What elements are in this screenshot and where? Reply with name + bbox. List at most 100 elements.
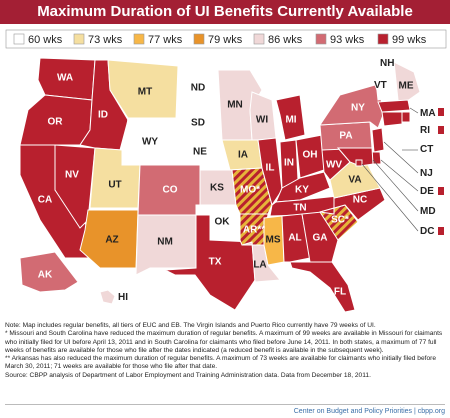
state-ak [19, 251, 79, 293]
state-label-mo: MO* [240, 185, 260, 196]
state-label-ar: AR** [243, 225, 265, 236]
state-label-mn: MN [227, 100, 243, 111]
state-label-ia: IA [238, 150, 248, 161]
note-main: Note: Map includes regular benefits, all… [5, 322, 376, 329]
legend-item-73: 73 wks [73, 33, 123, 46]
state-label-tx: TX [209, 257, 222, 268]
legend-item-86: 86 wks [253, 33, 303, 46]
legend-label: 77 wks [148, 34, 183, 46]
state-label-ne: NE [193, 147, 207, 158]
state-label-ms: MS [266, 235, 281, 246]
state-ms [263, 215, 285, 266]
legend-swatch [193, 33, 205, 45]
us-ui-map: 60 wks 73 wks 77 wks 79 wks 86 wks 93 wk… [5, 29, 447, 313]
outside-label-de: DE [420, 186, 434, 197]
state-shapes [19, 57, 421, 313]
outside-label-hi: HI [118, 292, 128, 303]
state-label-pa: PA [339, 131, 352, 142]
outside-label-dc: DC [420, 226, 434, 237]
state-nv [54, 144, 96, 229]
state-dc [355, 159, 363, 167]
note-arkansas: ** Arkansas has also reduced the maximum… [5, 355, 437, 371]
outside-label-md: MD [420, 206, 436, 217]
state-me [393, 61, 421, 107]
state-label-ut: UT [108, 180, 121, 191]
footer-credit: Center on Budget and Policy Priorities |… [293, 408, 445, 415]
state-label-la: LA [253, 260, 266, 271]
state-md [336, 147, 374, 167]
state-labels: WA OR CA NV ID MT WY UT AZ CO NM ND SD N… [38, 73, 414, 298]
outside-label-vt: VT [374, 80, 387, 91]
swatch-ma [438, 108, 444, 116]
state-label-or: OR [48, 117, 64, 128]
outside-label-nh: NH [380, 58, 394, 69]
legend-item-60: 60 wks [13, 33, 63, 46]
state-label-ok: OK [215, 217, 231, 228]
state-ri [401, 111, 411, 123]
state-label-me: ME [399, 81, 414, 92]
outside-labels: NH VT MA RI CT NJ DE MD DC HI [118, 58, 444, 303]
state-label-ny: NY [351, 103, 365, 114]
legend-label: 79 wks [208, 34, 243, 46]
swatch-dc [438, 227, 444, 235]
state-nm [135, 214, 197, 276]
state-label-in: IN [284, 158, 294, 169]
legend-swatch [133, 33, 145, 45]
state-label-nc: NC [353, 195, 367, 206]
state-label-oh: OH [303, 150, 318, 161]
note-source: Source: CBPP analysis of Department of L… [5, 371, 371, 379]
state-label-sd: SD [191, 118, 205, 129]
notes: Note: Map includes regular benefits, all… [5, 322, 445, 380]
legend-item-79: 79 wks [193, 33, 243, 46]
legend-label: 73 wks [88, 34, 123, 46]
legend-label: 99 wks [392, 34, 427, 46]
legend-label: 60 wks [28, 34, 63, 46]
state-label-ak: AK [38, 270, 53, 281]
state-label-ks: KS [210, 183, 224, 194]
state-label-tn: TN [293, 203, 306, 214]
state-label-sc: SC* [331, 215, 349, 226]
footer-divider [5, 404, 445, 405]
state-mi [275, 94, 306, 141]
state-label-id: ID [98, 110, 108, 121]
state-label-wv: WV [326, 160, 342, 171]
state-al [281, 213, 311, 263]
state-ny [319, 84, 386, 129]
state-label-wy: WY [142, 137, 158, 148]
note-missouri-sc: * Missouri and South Carolina have reduc… [5, 330, 443, 354]
state-tx [163, 214, 256, 311]
state-label-ca: CA [38, 195, 52, 206]
legend-label: 86 wks [268, 34, 303, 46]
state-label-al: AL [288, 233, 301, 244]
state-il [257, 137, 283, 207]
state-label-va: VA [348, 175, 361, 186]
state-ma [377, 99, 411, 113]
state-nj [371, 127, 385, 153]
outside-label-nj: NJ [420, 168, 433, 179]
swatch-de [438, 187, 444, 195]
state-hi [99, 289, 116, 305]
state-ct [381, 111, 403, 127]
outside-label-ma: MA [420, 108, 436, 119]
legend-item-77: 77 wks [133, 33, 183, 46]
legend-swatch [13, 33, 25, 45]
legend: 60 wks 73 wks 77 wks 79 wks 86 wks 93 wk… [5, 29, 447, 49]
legend-swatch [73, 33, 85, 45]
state-label-il: IL [266, 163, 275, 174]
state-label-nm: NM [157, 237, 173, 248]
state-label-nd: ND [191, 83, 205, 94]
state-label-mt: MT [138, 87, 152, 98]
legend-swatch [253, 33, 265, 45]
state-label-wa: WA [57, 73, 73, 84]
state-label-az: AZ [105, 235, 118, 246]
legend-swatch [315, 33, 327, 45]
legend-label: 93 wks [330, 34, 365, 46]
state-fl [289, 261, 356, 313]
state-label-co: CO [163, 185, 178, 196]
map-title: Maximum Duration of UI Benefits Currentl… [0, 0, 450, 24]
legend-item-99: 99 wks [377, 33, 427, 46]
swatch-ri [438, 126, 444, 134]
state-label-mi: MI [285, 115, 296, 126]
state-label-fl: FL [334, 287, 346, 298]
state-label-wi: WI [256, 115, 268, 126]
